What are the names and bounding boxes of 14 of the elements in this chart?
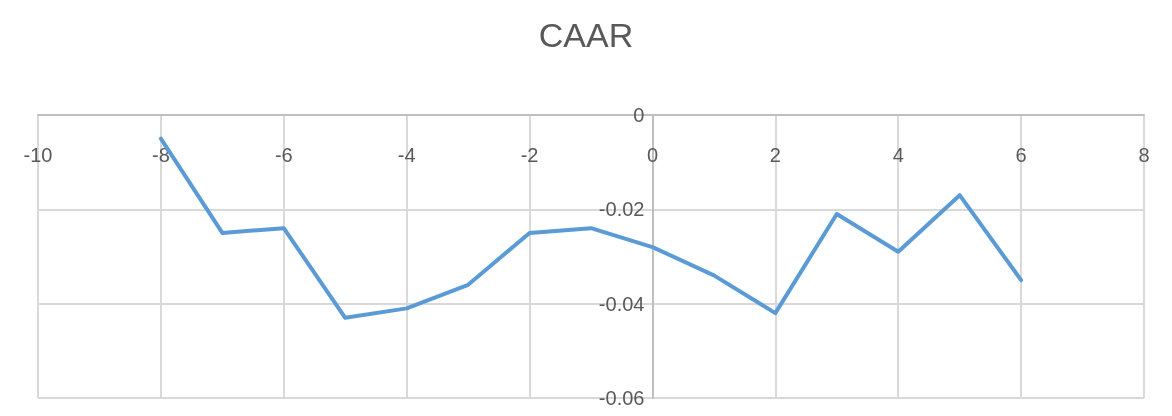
chart-title: CAAR <box>538 16 634 54</box>
y-tick-label: -0.06 <box>598 387 645 409</box>
x-tick-label: -2 <box>520 144 539 166</box>
y-tick-label: -0.04 <box>598 292 645 315</box>
y-tick-label: 0 <box>633 104 645 126</box>
x-tick-label: -6 <box>274 144 293 166</box>
x-tick-label: 8 <box>1138 144 1150 166</box>
x-tick-label: -4 <box>397 144 416 166</box>
x-tick-label: 4 <box>892 144 904 166</box>
x-tick-label: 2 <box>769 144 781 166</box>
y-tick-label: -0.02 <box>598 198 645 221</box>
x-tick-label: 6 <box>1015 144 1027 166</box>
x-tick-label: -10 <box>23 144 53 166</box>
x-tick-label: 0 <box>646 144 659 166</box>
